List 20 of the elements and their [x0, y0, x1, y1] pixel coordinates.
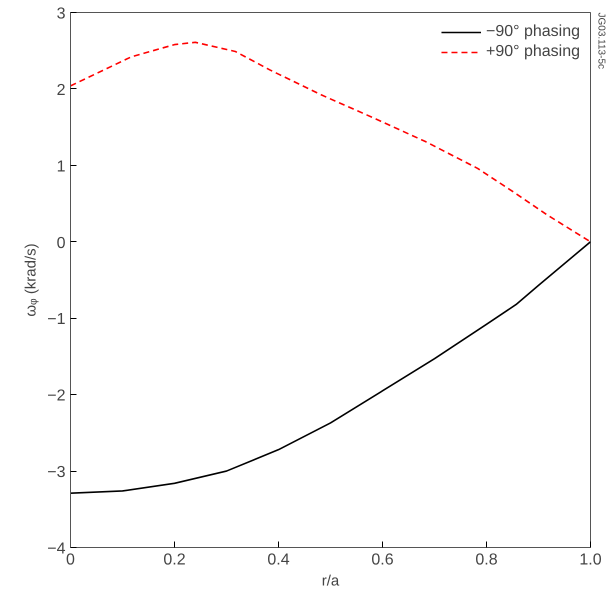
y-tick-label: −4	[47, 540, 66, 558]
y-tick-label: 0	[56, 234, 66, 252]
legend-label: +90° phasing	[486, 43, 580, 61]
x-tick-label: 0.4	[267, 552, 290, 568]
line-series	[70, 42, 590, 243]
x-tick-label: 0.8	[475, 552, 498, 568]
y-tick-label: 1	[56, 158, 66, 176]
y-tick-label: −3	[47, 464, 66, 482]
x-axis-title: r/a	[322, 572, 340, 590]
y-tick-label: −2	[47, 388, 66, 405]
text: JG03.113-5c	[596, 12, 606, 70]
line-series	[70, 240, 590, 494]
x-tick-label: 0.6	[371, 552, 394, 568]
y-axis-title: ωᵩ (krad/s)	[22, 243, 40, 317]
y-tick-label: 2	[56, 82, 66, 99]
y-tick-label: 3	[56, 6, 66, 22]
x-tick-label: 0.2	[163, 552, 186, 568]
legend-label: −90° phasing	[486, 23, 580, 41]
y-tick-label: −1	[47, 311, 66, 328]
x-tick-label: 1.0	[579, 552, 602, 568]
